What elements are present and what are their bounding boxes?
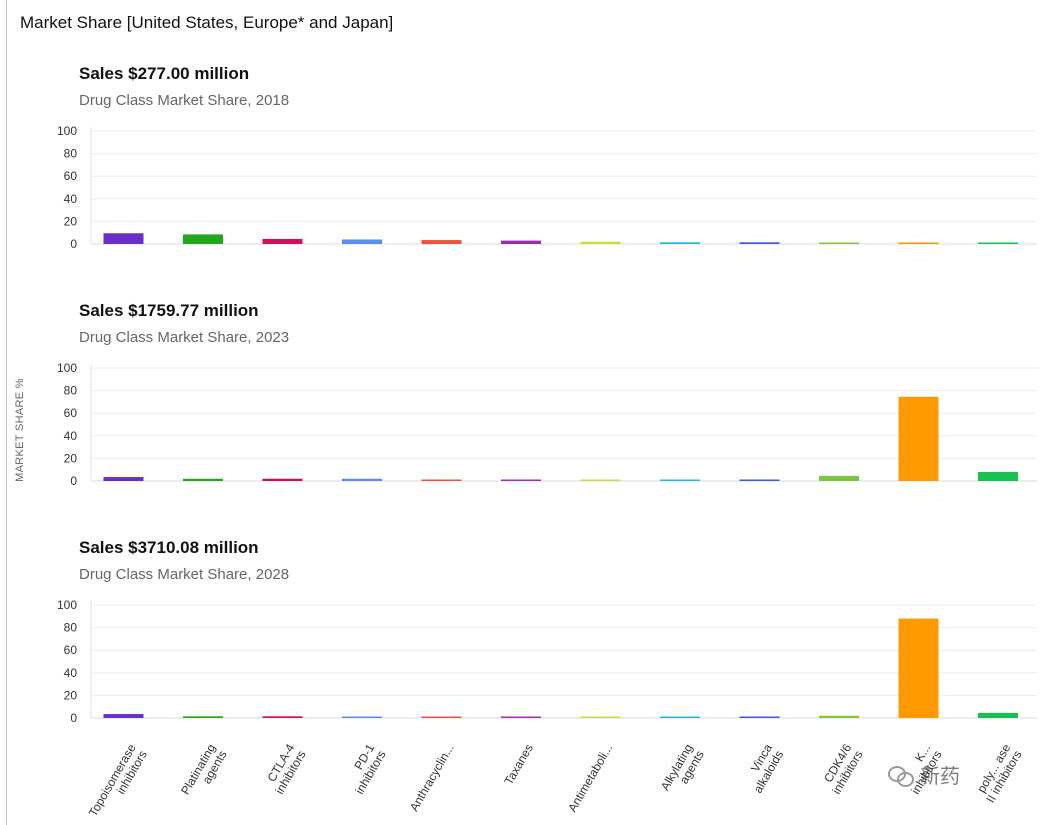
y-tick-label: 100 xyxy=(57,124,77,138)
bar[interactable] xyxy=(819,715,859,718)
chart-subtitle: Drug Class Market Share, 2018 xyxy=(79,92,290,109)
bar-chart-svg: 0 20 40 60 80 100 xyxy=(57,124,1037,251)
bar[interactable] xyxy=(660,716,700,719)
bar[interactable] xyxy=(660,479,700,482)
bar[interactable] xyxy=(421,240,462,244)
y-tick-label: 0 xyxy=(70,711,77,725)
y-tick-label: 60 xyxy=(64,169,78,183)
bar[interactable] xyxy=(103,477,144,481)
bar[interactable] xyxy=(262,478,303,481)
bar[interactable] xyxy=(183,478,223,481)
y-tick-label: 60 xyxy=(64,643,78,657)
y-tick-label: 100 xyxy=(57,361,77,375)
bar[interactable] xyxy=(342,716,382,719)
chart-subtitle: Drug Class Market Share, 2028 xyxy=(79,566,290,583)
y-tick-label: 20 xyxy=(64,214,78,228)
bar[interactable] xyxy=(103,233,144,244)
bar[interactable] xyxy=(978,712,1018,718)
chart-title: Sales $3710.08 million xyxy=(79,538,259,557)
bar[interactable] xyxy=(501,479,541,482)
y-tick-label: 40 xyxy=(64,666,78,680)
bar-chart-svg: 0 20 40 60 80 100 xyxy=(57,361,1037,488)
bar[interactable] xyxy=(421,479,462,482)
bar[interactable] xyxy=(183,716,223,718)
bar[interactable] xyxy=(262,716,303,718)
watermark-text: 新药 xyxy=(920,766,960,788)
bar[interactable] xyxy=(739,479,780,482)
bar[interactable] xyxy=(898,396,939,481)
bar[interactable] xyxy=(819,242,859,245)
bar[interactable] xyxy=(898,618,939,718)
chart-title: Sales $277.00 million xyxy=(79,64,250,83)
bar[interactable] xyxy=(501,716,541,719)
bar[interactable] xyxy=(819,475,859,481)
watermark: 新药 xyxy=(888,760,960,789)
bar[interactable] xyxy=(342,478,382,481)
y-tick-label: 20 xyxy=(64,451,78,465)
y-tick-label: 40 xyxy=(64,192,78,206)
bar[interactable] xyxy=(739,716,780,719)
wechat-icon xyxy=(888,764,914,787)
y-tick-label: 0 xyxy=(70,474,77,488)
bar[interactable] xyxy=(898,242,939,245)
bar[interactable] xyxy=(978,242,1018,245)
bar[interactable] xyxy=(978,471,1018,481)
bar[interactable] xyxy=(739,242,780,244)
chart-subtitle: Drug Class Market Share, 2023 xyxy=(79,329,290,346)
y-tick-label: 80 xyxy=(64,621,78,635)
bar-chart-svg: 0 20 40 60 80 100 xyxy=(57,598,1037,725)
y-tick-label: 20 xyxy=(64,688,78,702)
bar[interactable] xyxy=(501,240,541,244)
bar[interactable] xyxy=(580,241,621,244)
y-tick-label: 80 xyxy=(64,147,78,161)
bar[interactable] xyxy=(660,242,700,244)
bar[interactable] xyxy=(342,239,382,244)
bar[interactable] xyxy=(262,238,303,244)
y-tick-label: 80 xyxy=(64,384,78,398)
chart-panel xyxy=(6,0,1052,825)
bar[interactable] xyxy=(580,716,621,719)
chart-title: Sales $1759.77 million xyxy=(79,301,259,320)
bar[interactable] xyxy=(421,716,462,719)
page-title: Market Share [United States, Europe* and… xyxy=(20,13,394,32)
bar[interactable] xyxy=(183,234,223,244)
y-tick-label: 0 xyxy=(70,237,77,251)
bar[interactable] xyxy=(103,714,144,718)
y-tick-label: 100 xyxy=(57,598,77,612)
bar[interactable] xyxy=(580,479,621,482)
y-tick-label: 40 xyxy=(64,429,78,443)
y-tick-label: 60 xyxy=(64,406,78,420)
